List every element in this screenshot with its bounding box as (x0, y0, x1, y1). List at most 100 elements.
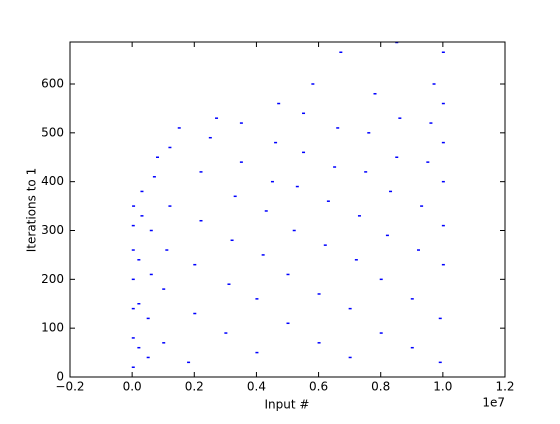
y-tick-label: 400 (41, 174, 64, 188)
x-tick-label: 0.0 (123, 380, 142, 394)
point (149, 229, 153, 232)
point (441, 263, 445, 266)
point (385, 234, 389, 237)
point (420, 205, 424, 207)
point (199, 219, 203, 222)
point (395, 156, 399, 158)
point (441, 51, 445, 54)
point (326, 200, 330, 202)
x-tick-label: 1.2 (495, 380, 514, 394)
point (311, 83, 315, 85)
point (286, 273, 290, 276)
point (274, 141, 278, 144)
point (438, 361, 442, 364)
point (230, 239, 234, 242)
x-axis-label: Input # (265, 398, 310, 412)
y-tick-label: 0 (56, 370, 64, 384)
x-tick-label: 0.4 (247, 380, 266, 394)
point (367, 132, 371, 134)
point (168, 205, 172, 207)
point (131, 278, 135, 281)
point (357, 215, 361, 217)
point (441, 180, 445, 183)
point (441, 102, 445, 105)
x-tick-label: 1.0 (433, 380, 452, 394)
plot-frame (69, 41, 506, 378)
point (140, 215, 144, 217)
y-tick-label: 500 (41, 125, 64, 139)
point (441, 224, 445, 227)
x-tick-label: 0.2 (185, 380, 204, 394)
point (302, 112, 306, 115)
point (239, 122, 243, 124)
point (137, 302, 141, 305)
point (239, 161, 243, 163)
point (270, 180, 274, 183)
point (193, 263, 197, 266)
point (187, 361, 191, 364)
point (379, 278, 383, 281)
point (215, 117, 219, 119)
point (255, 298, 259, 300)
point (193, 312, 197, 315)
y-axis-label: Iterations to 1 (25, 168, 39, 252)
point (317, 342, 321, 344)
point (149, 273, 153, 276)
point (292, 229, 296, 232)
point (255, 351, 259, 354)
point (373, 93, 377, 95)
point (261, 254, 265, 256)
point (398, 117, 402, 119)
point (336, 127, 340, 129)
point (131, 249, 135, 251)
point (339, 51, 343, 54)
y-tick-label: 600 (41, 76, 64, 90)
point (364, 171, 368, 173)
point (208, 136, 212, 139)
point (323, 244, 327, 246)
point (131, 337, 135, 339)
y-tick-label: 200 (41, 272, 64, 286)
point (426, 161, 430, 163)
point (168, 146, 172, 149)
point (264, 210, 268, 212)
point (131, 366, 135, 368)
point (379, 332, 383, 334)
point (277, 102, 281, 105)
point (137, 259, 141, 261)
point (146, 356, 150, 359)
point (432, 83, 436, 85)
x-tick-label: −0.2 (55, 380, 84, 394)
x-tick-label: 0.6 (309, 380, 328, 394)
point (165, 249, 169, 251)
point (177, 127, 181, 129)
point (348, 307, 352, 310)
point (441, 141, 445, 144)
point (429, 122, 433, 124)
point (417, 249, 420, 251)
point (410, 346, 414, 349)
point (295, 185, 299, 188)
point (132, 205, 136, 207)
point (302, 151, 306, 154)
x-tick-label: 0.8 (371, 380, 390, 394)
point (389, 190, 393, 193)
point (348, 356, 352, 359)
point (162, 342, 166, 344)
point (131, 307, 135, 310)
point (131, 224, 135, 227)
y-tick-label: 100 (41, 321, 64, 335)
point (137, 346, 141, 349)
point (162, 288, 166, 290)
point (146, 317, 150, 320)
point (438, 317, 442, 320)
point (333, 166, 337, 168)
point (410, 298, 414, 300)
point (152, 176, 156, 178)
y-tick-label: 300 (41, 223, 64, 237)
point (199, 171, 203, 173)
point (227, 283, 231, 285)
point (224, 332, 228, 334)
point (140, 190, 144, 193)
